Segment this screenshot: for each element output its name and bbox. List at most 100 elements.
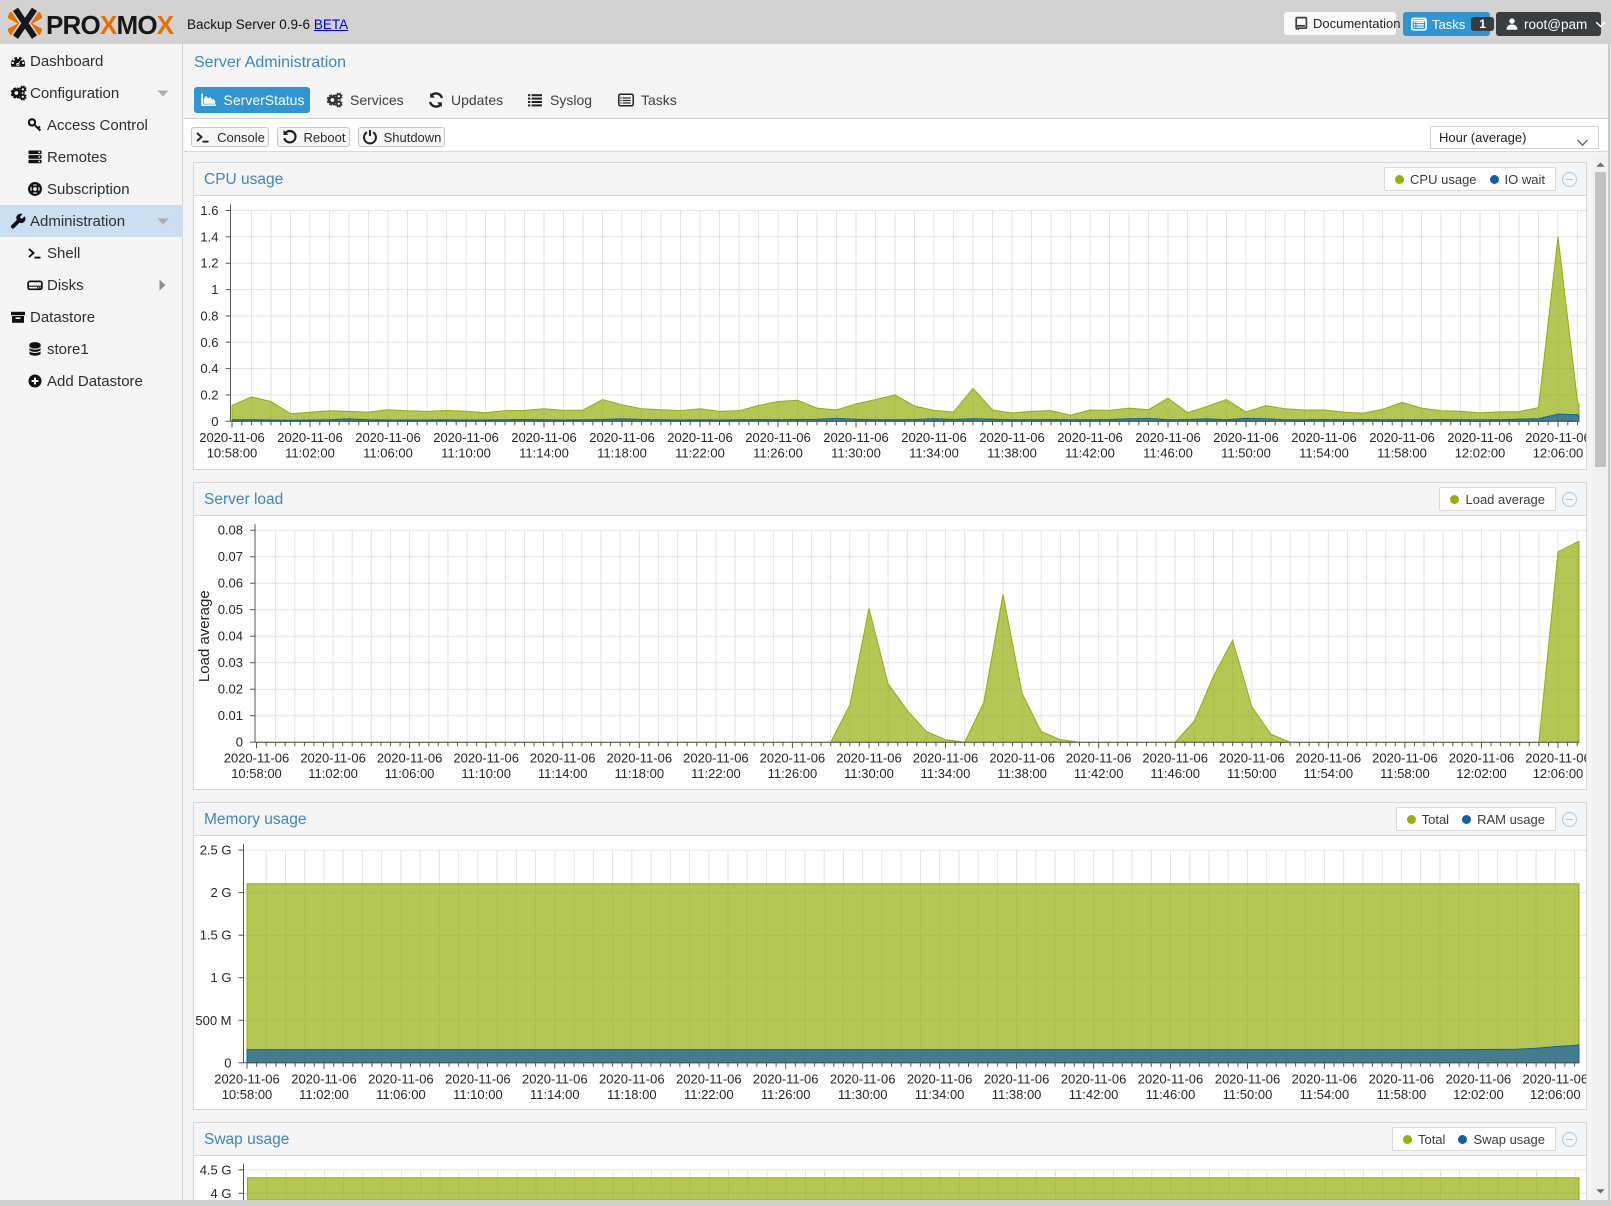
svg-text:11:14:00: 11:14:00	[538, 766, 588, 781]
svg-text:0: 0	[236, 735, 243, 750]
svg-text:2020-11-06: 2020-11-06	[1292, 1071, 1358, 1086]
svg-text:2020-11-06: 2020-11-06	[1447, 430, 1513, 445]
svg-text:2020-11-06: 2020-11-06	[511, 430, 577, 445]
svg-text:11:54:00: 11:54:00	[1300, 1087, 1350, 1102]
svg-text:11:14:00: 11:14:00	[519, 445, 569, 460]
svg-text:11:38:00: 11:38:00	[987, 445, 1037, 460]
svg-text:11:54:00: 11:54:00	[1299, 445, 1349, 460]
svg-text:2020-11-06: 2020-11-06	[1449, 751, 1515, 766]
svg-text:2020-11-06: 2020-11-06	[453, 751, 519, 766]
svg-text:11:06:00: 11:06:00	[376, 1087, 426, 1102]
svg-text:11:58:00: 11:58:00	[1377, 445, 1427, 460]
svg-text:11:58:00: 11:58:00	[1377, 1087, 1427, 1102]
svg-text:2020-11-06: 2020-11-06	[1057, 430, 1123, 445]
svg-text:11:18:00: 11:18:00	[597, 445, 647, 460]
svg-text:2020-11-06: 2020-11-06	[214, 1071, 280, 1086]
svg-text:11:10:00: 11:10:00	[461, 766, 511, 781]
svg-text:2020-11-06: 2020-11-06	[1066, 751, 1132, 766]
svg-text:11:02:00: 11:02:00	[299, 1087, 349, 1102]
svg-text:2020-11-06: 2020-11-06	[224, 751, 290, 766]
svg-text:11:26:00: 11:26:00	[761, 1087, 811, 1102]
svg-text:2020-11-06: 2020-11-06	[1446, 1071, 1512, 1086]
svg-text:2020-11-06: 2020-11-06	[760, 751, 826, 766]
svg-text:11:18:00: 11:18:00	[607, 1087, 657, 1102]
svg-text:2020-11-06: 2020-11-06	[676, 1071, 742, 1086]
svg-text:11:38:00: 11:38:00	[997, 766, 1047, 781]
svg-text:0.06: 0.06	[218, 576, 243, 591]
svg-text:1.4: 1.4	[200, 229, 218, 244]
svg-text:2020-11-06: 2020-11-06	[907, 1071, 973, 1086]
svg-text:11:34:00: 11:34:00	[921, 766, 971, 781]
svg-text:2020-11-06: 2020-11-06	[683, 751, 749, 766]
svg-text:2020-11-06: 2020-11-06	[433, 430, 499, 445]
svg-text:2020-11-06: 2020-11-06	[1138, 1071, 1204, 1086]
svg-text:11:42:00: 11:42:00	[1074, 766, 1124, 781]
svg-text:0.08: 0.08	[218, 523, 243, 538]
svg-text:11:50:00: 11:50:00	[1221, 445, 1271, 460]
svg-text:10:58:00: 10:58:00	[222, 1087, 273, 1102]
svg-text:1: 1	[211, 282, 218, 297]
svg-text:11:10:00: 11:10:00	[453, 1087, 503, 1102]
svg-text:4.5 G: 4.5 G	[200, 1162, 232, 1177]
svg-text:2020-11-06: 2020-11-06	[830, 1071, 896, 1086]
svg-text:11:10:00: 11:10:00	[441, 445, 491, 460]
svg-text:2020-11-06: 2020-11-06	[1135, 430, 1201, 445]
svg-text:2020-11-06: 2020-11-06	[836, 751, 902, 766]
svg-text:2020-11-06: 2020-11-06	[1061, 1071, 1127, 1086]
svg-text:4 G: 4 G	[211, 1186, 232, 1200]
svg-text:11:46:00: 11:46:00	[1143, 445, 1193, 460]
svg-text:2020-11-06: 2020-11-06	[599, 1071, 665, 1086]
svg-text:2020-11-06: 2020-11-06	[1213, 430, 1279, 445]
svg-text:10:58:00: 10:58:00	[231, 766, 282, 781]
svg-text:2020-11-06: 2020-11-06	[753, 1071, 819, 1086]
svg-text:11:30:00: 11:30:00	[831, 445, 881, 460]
svg-text:Load average: Load average	[196, 590, 213, 682]
svg-text:12:02:00: 12:02:00	[1455, 445, 1506, 460]
svg-text:11:30:00: 11:30:00	[838, 1087, 888, 1102]
svg-text:2020-11-06: 2020-11-06	[291, 1071, 357, 1086]
svg-text:0.02: 0.02	[218, 682, 243, 697]
svg-text:2020-11-06: 2020-11-06	[355, 430, 421, 445]
svg-text:1.5 G: 1.5 G	[200, 928, 232, 943]
svg-text:2020-11-06: 2020-11-06	[368, 1071, 434, 1086]
svg-text:500 M: 500 M	[195, 1013, 231, 1028]
svg-text:2020-11-06: 2020-11-06	[1369, 430, 1435, 445]
svg-text:0.2: 0.2	[200, 387, 218, 402]
svg-text:2020-11-06: 2020-11-06	[377, 751, 443, 766]
svg-text:11:30:00: 11:30:00	[844, 766, 894, 781]
svg-text:11:58:00: 11:58:00	[1380, 766, 1430, 781]
svg-text:11:02:00: 11:02:00	[285, 445, 335, 460]
svg-text:2020-11-06: 2020-11-06	[984, 1071, 1050, 1086]
svg-text:2020-11-06: 2020-11-06	[667, 430, 733, 445]
svg-text:1.2: 1.2	[200, 256, 218, 271]
svg-text:10:58:00: 10:58:00	[207, 445, 258, 460]
svg-text:11:46:00: 11:46:00	[1146, 1087, 1196, 1102]
svg-text:2020-11-06: 2020-11-06	[823, 430, 889, 445]
svg-text:11:50:00: 11:50:00	[1227, 766, 1277, 781]
svg-text:11:06:00: 11:06:00	[363, 445, 413, 460]
svg-text:0.07: 0.07	[218, 549, 243, 564]
svg-text:11:22:00: 11:22:00	[684, 1087, 734, 1102]
svg-text:2020-11-06: 2020-11-06	[1215, 1071, 1281, 1086]
svg-text:2020-11-06: 2020-11-06	[445, 1071, 511, 1086]
svg-text:11:34:00: 11:34:00	[915, 1087, 965, 1102]
svg-text:0.4: 0.4	[200, 361, 218, 376]
svg-text:2020-11-06: 2020-11-06	[1523, 1071, 1586, 1086]
svg-text:2 G: 2 G	[211, 885, 232, 900]
svg-text:12:06:00: 12:06:00	[1533, 445, 1584, 460]
svg-text:2020-11-06: 2020-11-06	[300, 751, 366, 766]
svg-text:2020-11-06: 2020-11-06	[1525, 430, 1586, 445]
svg-text:12:06:00: 12:06:00	[1530, 1087, 1581, 1102]
svg-text:2020-11-06: 2020-11-06	[989, 751, 1055, 766]
svg-text:11:42:00: 11:42:00	[1069, 1087, 1119, 1102]
svg-text:2.5 G: 2.5 G	[200, 843, 232, 858]
svg-text:11:46:00: 11:46:00	[1150, 766, 1200, 781]
svg-text:0.6: 0.6	[200, 335, 218, 350]
svg-text:11:42:00: 11:42:00	[1065, 445, 1115, 460]
svg-text:0: 0	[224, 1055, 231, 1070]
svg-text:0.05: 0.05	[218, 602, 243, 617]
svg-text:2020-11-06: 2020-11-06	[1291, 430, 1357, 445]
svg-text:0.03: 0.03	[218, 655, 243, 670]
svg-text:11:22:00: 11:22:00	[691, 766, 741, 781]
svg-text:11:22:00: 11:22:00	[675, 445, 725, 460]
